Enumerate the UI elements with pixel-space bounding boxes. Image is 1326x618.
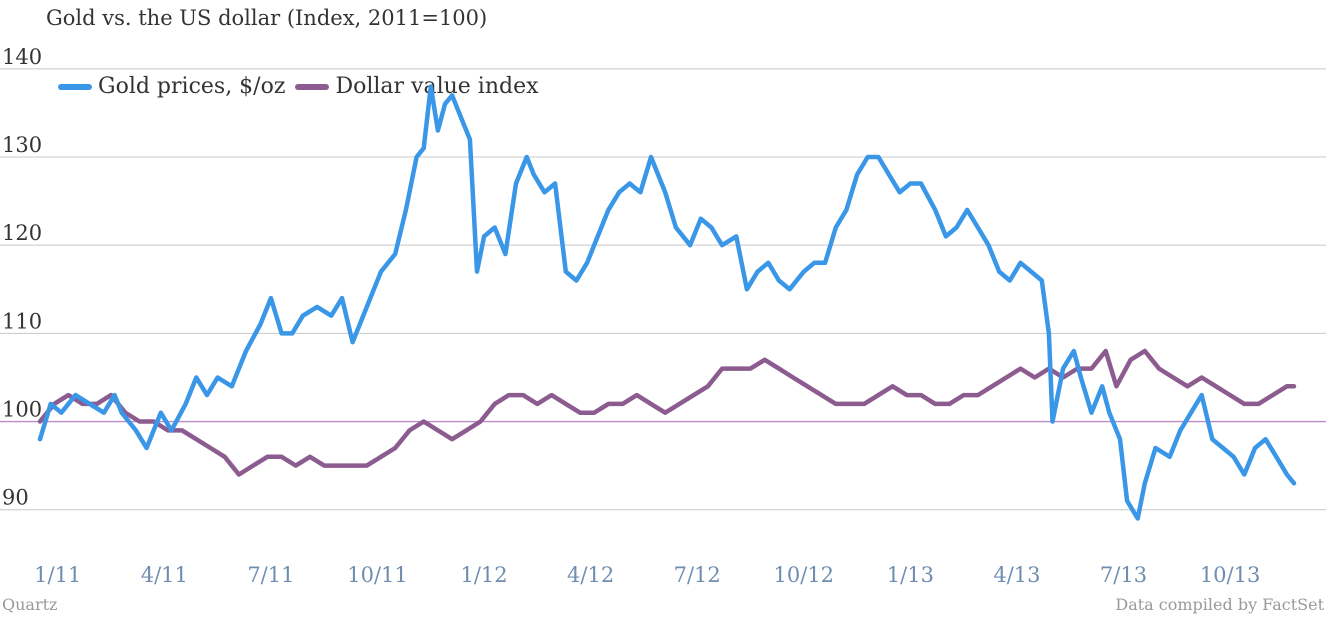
legend-swatch-gold <box>58 83 92 90</box>
source-credit: Quartz <box>2 595 58 614</box>
y-tick-label-120: 120 <box>2 221 42 245</box>
y-tick-label-110: 110 <box>2 309 42 333</box>
x-tick-label-11: 10/13 <box>1200 563 1261 587</box>
series-line-dollar <box>37 348 1297 477</box>
y-tick-label-130: 130 <box>2 133 42 157</box>
x-tick-label-7: 10/12 <box>774 563 835 587</box>
x-tick-label-1: 4/11 <box>141 563 188 587</box>
legend-label-gold: Gold prices, $/oz <box>98 74 286 99</box>
x-tick-label-8: 1/13 <box>887 563 934 587</box>
legend-item-dollar: Dollar value index <box>295 74 539 99</box>
data-source-note: Data compiled by FactSet <box>1115 595 1324 614</box>
legend-swatch-dollar <box>295 83 330 90</box>
x-tick-label-10: 7/13 <box>1100 563 1147 587</box>
chart-title: Gold vs. the US dollar (Index, 2011=100) <box>46 6 488 30</box>
y-tick-label-100: 100 <box>2 398 42 422</box>
x-tick-label-2: 7/11 <box>247 563 294 587</box>
legend-item-gold: Gold prices, $/oz <box>58 74 285 99</box>
chart-legend: Gold prices, $/oz Dollar value index <box>58 74 549 99</box>
series-line-gold <box>37 84 1297 521</box>
legend-label-dollar: Dollar value index <box>335 74 539 99</box>
x-tick-label-6: 7/12 <box>674 563 721 587</box>
y-tick-label-140: 140 <box>2 45 42 69</box>
x-tick-label-3: 10/11 <box>347 563 408 587</box>
x-tick-label-4: 1/12 <box>460 563 507 587</box>
x-tick-label-9: 4/13 <box>993 563 1040 587</box>
x-tick-label-5: 4/12 <box>567 563 614 587</box>
y-tick-label-90: 90 <box>2 486 29 510</box>
x-tick-label-0: 1/11 <box>34 563 81 587</box>
